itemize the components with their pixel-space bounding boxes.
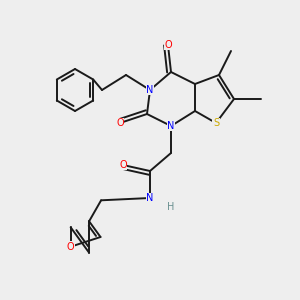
Text: N: N (167, 121, 175, 131)
Text: H: H (167, 202, 175, 212)
Text: O: O (119, 160, 127, 170)
Text: O: O (164, 40, 172, 50)
Text: O: O (67, 242, 74, 252)
Text: O: O (116, 118, 124, 128)
Text: N: N (146, 193, 154, 203)
Text: N: N (146, 85, 154, 95)
Text: S: S (213, 118, 219, 128)
